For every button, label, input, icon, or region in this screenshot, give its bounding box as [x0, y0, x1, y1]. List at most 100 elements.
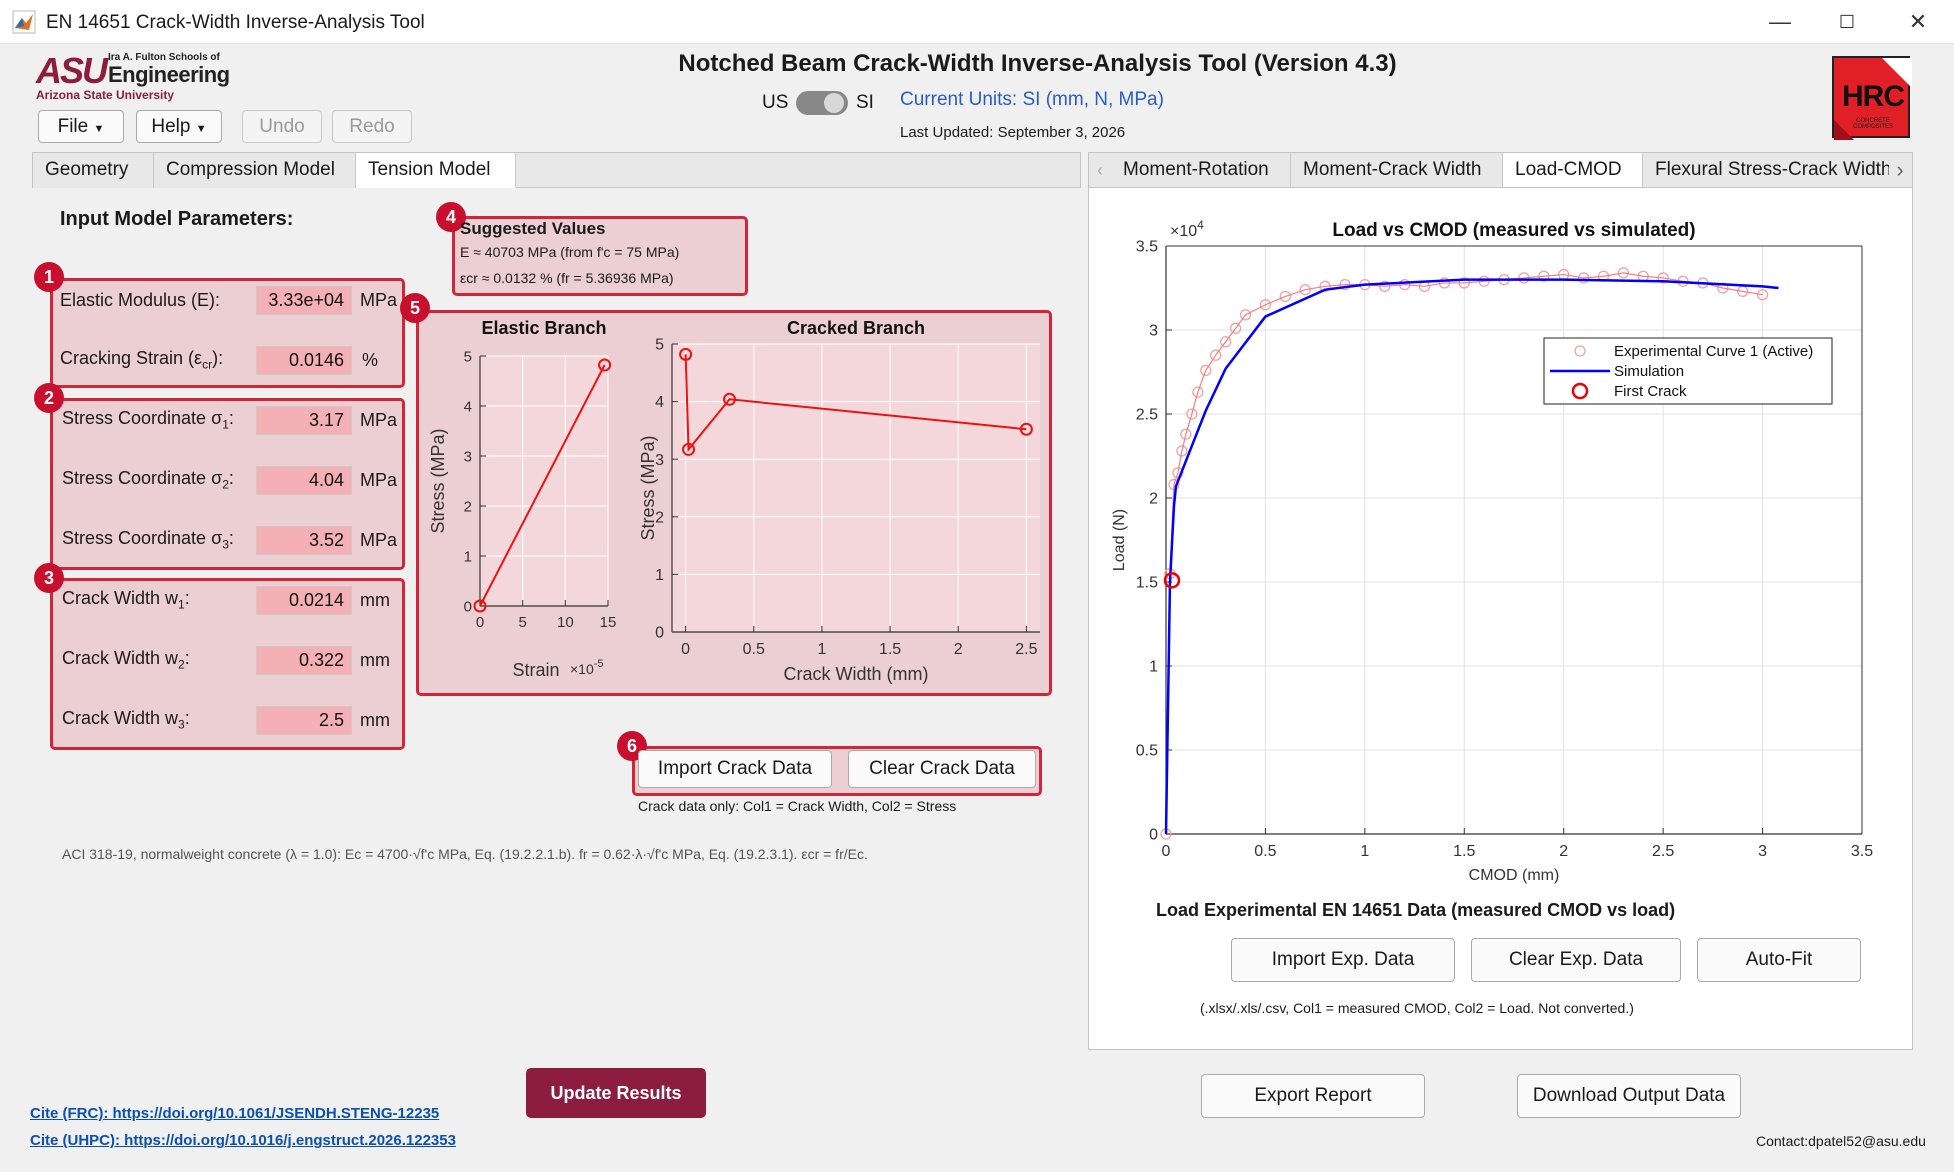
w3-field[interactable]: 2.5 — [256, 706, 352, 735]
update-results-button[interactable]: Update Results — [526, 1068, 706, 1118]
tab-moment-rotation[interactable]: Moment-Rotation — [1111, 153, 1291, 187]
tab-geometry[interactable]: Geometry — [33, 153, 154, 188]
tab-scroll-left-icon[interactable]: ‹ — [1097, 160, 1103, 180]
legend-exp-marker — [1574, 345, 1586, 357]
exp-data-point — [1180, 428, 1192, 440]
help-label: Help — [151, 116, 191, 137]
w1-field[interactable]: 0.0214 — [256, 586, 352, 615]
tick-label-y: 1 — [655, 567, 664, 584]
file-menu-button[interactable]: File ▼ — [38, 110, 124, 143]
tab-load-cmod[interactable]: Load-CMOD — [1503, 153, 1643, 187]
sigma2-label: Stress Coordinate σ2: — [62, 468, 234, 492]
y-axis-label: Stress (MPa) — [638, 435, 658, 540]
cracking-strain-unit: % — [362, 350, 379, 370]
undo-button[interactable]: Undo — [242, 110, 322, 143]
toggle-knob — [824, 93, 844, 113]
legend-sim-label: Simulation — [1614, 363, 1684, 380]
left-tab-bar: Geometry Compression Model Tension Model — [32, 152, 1081, 188]
chart-title: Cracked Branch — [787, 318, 925, 338]
university-name: Arizona State University — [36, 88, 175, 102]
elastic-modulus-label: Elastic Modulus (E): — [60, 290, 221, 310]
tick-label-y: 0 — [464, 598, 472, 615]
matlab-app-icon — [12, 10, 36, 34]
minimize-icon[interactable]: — — [1769, 9, 1791, 34]
exp-data-point — [1617, 267, 1630, 279]
suggested-line2: εcr ≈ 0.0132 % (fr = 5.36936 MPa) — [460, 270, 674, 286]
tab-compression-model[interactable]: Compression Model — [154, 153, 356, 188]
clear-crack-data-button[interactable]: Clear Crack Data — [848, 750, 1036, 788]
sigma3-field[interactable]: 3.52 — [256, 526, 352, 555]
tick-label-y: 5 — [464, 348, 472, 365]
label-text: Crack Width w — [62, 708, 179, 728]
sigma2-field[interactable]: 4.04 — [256, 466, 352, 495]
import-exp-data-button[interactable]: Import Exp. Data — [1231, 938, 1455, 982]
redo-button[interactable]: Redo — [332, 110, 412, 143]
elastic-branch-chart: 0 5 10 15 0 1 2 3 4 5 Elastic Branch Strain Stress (… — [428, 318, 616, 680]
label-subscript: 3 — [178, 717, 185, 732]
badge-1: 1 — [34, 262, 64, 292]
cracking-strain-field[interactable]: 0.0146 — [256, 346, 352, 375]
tick-label-x: 1 — [1360, 843, 1369, 860]
load-exp-heading: Load Experimental EN 14651 Data (measure… — [1156, 900, 1676, 920]
elastic-modulus-field[interactable]: 3.33e+04 — [256, 286, 352, 315]
tick-label-y: 3 — [1149, 323, 1158, 340]
tick-label-x: 2.5 — [1652, 843, 1674, 860]
tick-label-x: 10 — [557, 614, 574, 631]
right-tab-bar: ‹ Moment-Rotation Moment-Crack Width Loa… — [1088, 152, 1913, 188]
chart-title: Load vs CMOD (measured vs simulated) — [1332, 220, 1695, 241]
export-report-button[interactable]: Export Report — [1201, 1074, 1425, 1118]
cite-frc-link[interactable]: Cite (FRC): https://doi.org/10.1061/JSEN… — [30, 1105, 440, 1122]
tick-label-x: 2 — [1559, 843, 1568, 860]
tick-label-y: 3 — [655, 452, 664, 469]
import-crack-data-button[interactable]: Import Crack Data — [638, 750, 832, 788]
maximize-icon[interactable]: ☐ — [1838, 12, 1856, 32]
cracked-point — [1019, 422, 1033, 436]
school-line1: Ira A. Fulton Schools of — [108, 52, 220, 63]
exp-data-point — [1279, 290, 1291, 303]
tab-moment-crack-width[interactable]: Moment-Crack Width — [1291, 153, 1503, 187]
auto-fit-button[interactable]: Auto-Fit — [1697, 938, 1861, 982]
file-label: File — [57, 116, 89, 137]
label-text: : — [228, 468, 234, 488]
exp-data-point — [1200, 364, 1212, 376]
sigma1-unit: MPa — [360, 410, 398, 430]
label-text: : — [228, 408, 234, 428]
sigma3-unit: MPa — [360, 530, 398, 550]
label-text: : — [184, 648, 190, 668]
exp-data-point — [1192, 386, 1204, 398]
w2-unit: mm — [360, 650, 390, 670]
asu-wordmark: ASU — [36, 50, 108, 91]
cite-uhpc-link[interactable]: Cite (UHPC): https://doi.org/10.1016/j.e… — [30, 1132, 456, 1149]
y-axis-label: Load (N) — [1111, 509, 1128, 571]
tab-scroll-right-icon[interactable]: › — [1889, 153, 1911, 187]
current-units-label: Current Units: SI (mm, N, MPa) — [900, 89, 1164, 110]
tick-label-x: 0 — [476, 614, 484, 631]
school-line2: Engineering — [108, 62, 230, 87]
tick-label-y: 0.5 — [1136, 743, 1158, 760]
tick-label-y: 4 — [655, 394, 664, 411]
cracked-branch-line — [684, 354, 1027, 453]
dropdown-arrow-icon: ▼ — [195, 123, 207, 135]
w2-field[interactable]: 0.322 — [256, 646, 352, 675]
sigma1-label: Stress Coordinate σ1: — [62, 408, 234, 432]
tick-label-y: 0 — [1149, 827, 1158, 844]
tick-label-x: 0 — [1162, 843, 1171, 860]
tab-flexural-stress-crack-width[interactable]: Flexural Stress-Crack Width — [1643, 153, 1903, 187]
exp-data-point — [1210, 349, 1222, 361]
label-subscript: 3 — [222, 537, 229, 552]
help-menu-button[interactable]: Help ▼ — [136, 110, 222, 143]
label-text: Stress Coordinate σ — [62, 528, 223, 548]
download-output-data-button[interactable]: Download Output Data — [1517, 1074, 1741, 1118]
tab-tension-model[interactable]: Tension Model — [356, 153, 516, 188]
close-icon[interactable]: ✕ — [1908, 9, 1928, 34]
chart-title: Elastic Branch — [481, 318, 606, 338]
tick-label-y: 1 — [1149, 659, 1158, 676]
sigma1-field[interactable]: 3.17 — [256, 406, 352, 435]
label-subscript: 2 — [222, 477, 229, 492]
tick-label-x: 1 — [817, 641, 826, 658]
unit-toggle-switch[interactable] — [796, 91, 848, 115]
elastic-modulus-unit: MPa — [360, 290, 398, 310]
cracked-point — [682, 442, 696, 456]
badge-3: 3 — [34, 563, 64, 593]
clear-exp-data-button[interactable]: Clear Exp. Data — [1471, 938, 1681, 982]
